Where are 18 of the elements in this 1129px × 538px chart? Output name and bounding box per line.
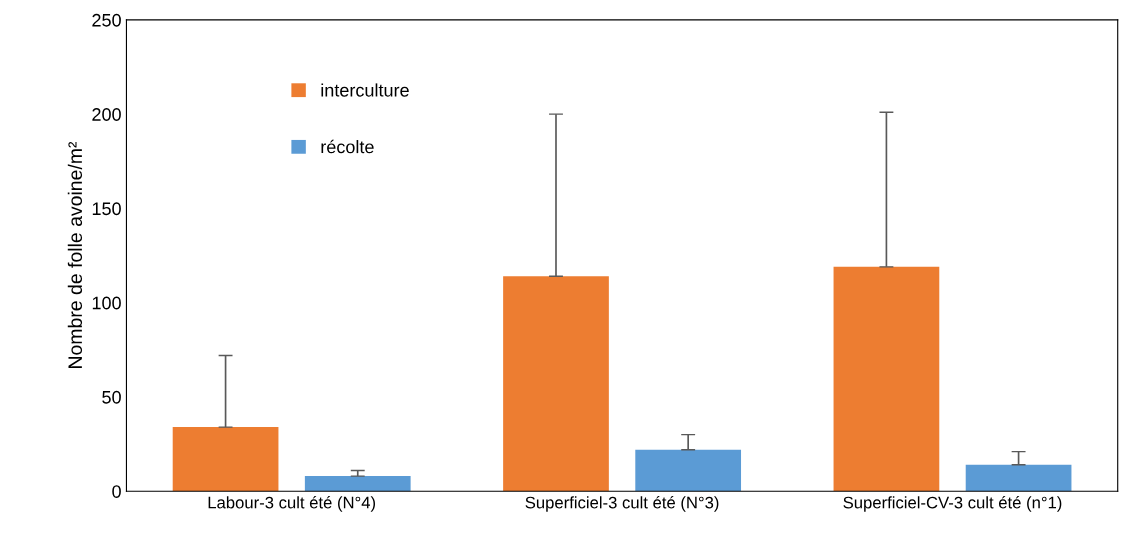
- y-tick-label: 100: [92, 296, 121, 310]
- bar: [635, 449, 742, 492]
- y-tick-label: 250: [92, 13, 121, 27]
- y-tick-label: 0: [112, 485, 121, 498]
- bar: [965, 464, 1072, 492]
- x-tick-label: Superficiel-CV-3 cult été (n°1): [843, 496, 1062, 512]
- x-tick-label: Labour-3 cult été (N°4): [208, 496, 376, 512]
- legend-label: interculture: [321, 83, 409, 97]
- bar: [304, 476, 411, 492]
- y-tick-label: 150: [92, 202, 121, 216]
- legend-label: récolte: [321, 139, 374, 154]
- x-tick-label: Superficiel-3 cult été (N°3): [525, 496, 719, 512]
- y-tick-label: 50: [102, 390, 121, 404]
- bar: [833, 266, 940, 492]
- y-tick-label: 200: [92, 108, 121, 121]
- bar: [172, 427, 279, 492]
- bar: [503, 276, 609, 492]
- y-axis-title: Nombre de folle avoine/m²: [67, 141, 83, 368]
